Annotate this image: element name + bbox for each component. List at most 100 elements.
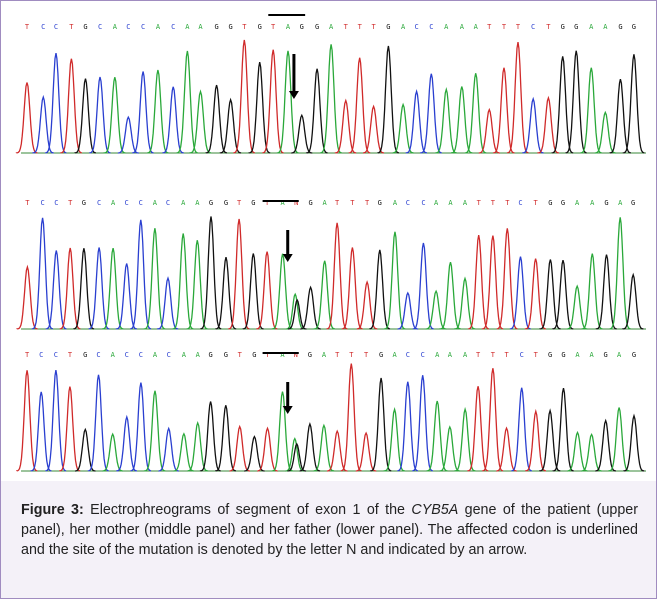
trace-peak bbox=[276, 50, 299, 154]
base-letter: A bbox=[329, 23, 334, 31]
base-letter: G bbox=[83, 23, 87, 31]
trace-peak bbox=[88, 247, 110, 330]
base-letter: T bbox=[238, 351, 243, 359]
trace-peak bbox=[16, 370, 38, 472]
trace-peak bbox=[88, 76, 111, 154]
trace-peak bbox=[567, 430, 588, 472]
trace-peak bbox=[524, 408, 547, 472]
trace-peak bbox=[326, 222, 348, 330]
base-letter: A bbox=[195, 199, 200, 207]
base-letter: A bbox=[589, 23, 594, 31]
base-letter: G bbox=[548, 351, 552, 359]
trace-peak bbox=[581, 253, 603, 330]
base-letter: A bbox=[156, 23, 161, 31]
base-letter: A bbox=[618, 199, 623, 207]
base-letter: C bbox=[39, 351, 43, 359]
trace-peak bbox=[103, 77, 126, 154]
base-letter: T bbox=[534, 199, 539, 207]
arrow-head bbox=[282, 254, 293, 262]
base-letter: T bbox=[504, 351, 509, 359]
trace-peak bbox=[623, 413, 645, 472]
base-letter: C bbox=[429, 23, 433, 31]
base-letter: C bbox=[40, 199, 44, 207]
trace-peak bbox=[609, 217, 631, 330]
base-letter: C bbox=[171, 23, 175, 31]
trace-peak bbox=[300, 285, 321, 330]
base-letter: A bbox=[603, 23, 608, 31]
trace-peak bbox=[467, 234, 490, 330]
base-letter: A bbox=[474, 23, 479, 31]
trace-peak bbox=[59, 247, 81, 330]
trace-peak bbox=[565, 50, 587, 154]
base-letter: T bbox=[237, 199, 242, 207]
trace-peak bbox=[464, 73, 487, 154]
trace-peak bbox=[143, 390, 166, 472]
base-letter: C bbox=[126, 23, 130, 31]
base-letter: G bbox=[379, 351, 383, 359]
base-letter: C bbox=[96, 351, 100, 359]
base-letter: C bbox=[421, 199, 425, 207]
base-letter: G bbox=[604, 351, 608, 359]
trace-peak bbox=[262, 49, 284, 154]
base-letter: G bbox=[224, 351, 228, 359]
base-letter: C bbox=[125, 351, 129, 359]
trace-peak bbox=[73, 248, 95, 330]
trace-peak bbox=[176, 50, 198, 154]
base-letter: A bbox=[281, 199, 286, 207]
trace-peak bbox=[522, 96, 544, 154]
base-letter: G bbox=[308, 351, 312, 359]
trace-peak bbox=[481, 368, 504, 472]
base-letter: A bbox=[575, 351, 580, 359]
base-letter: T bbox=[477, 199, 482, 207]
caption-label: Figure 3: bbox=[21, 502, 84, 518]
base-letter: A bbox=[590, 199, 595, 207]
trace-peak bbox=[44, 52, 67, 154]
base-letter: T bbox=[25, 23, 30, 31]
trace-peak bbox=[205, 84, 228, 154]
trace-peak bbox=[435, 87, 457, 154]
base-letter: C bbox=[98, 23, 102, 31]
base-letter: G bbox=[632, 351, 636, 359]
base-letter: T bbox=[364, 351, 369, 359]
base-letter: T bbox=[491, 199, 496, 207]
trace-peak bbox=[539, 259, 561, 330]
trace-peak bbox=[340, 363, 362, 472]
trace-peak bbox=[115, 414, 138, 472]
base-letter: T bbox=[265, 351, 270, 359]
base-letter: T bbox=[491, 351, 496, 359]
trace-peak bbox=[377, 45, 400, 154]
trace-peak bbox=[285, 292, 305, 330]
trace-peak bbox=[45, 369, 67, 472]
trace-peak bbox=[348, 57, 371, 154]
base-letter: A bbox=[448, 199, 453, 207]
trace-peak bbox=[524, 258, 546, 330]
base-letter: G bbox=[315, 23, 319, 31]
base-letter: G bbox=[632, 23, 636, 31]
base-letter: C bbox=[520, 351, 524, 359]
base-letter: A bbox=[323, 199, 328, 207]
trace-peak bbox=[608, 407, 630, 472]
trace-peak bbox=[305, 68, 328, 154]
trace-peak bbox=[30, 391, 52, 472]
trace-peak bbox=[450, 86, 473, 154]
base-letter: T bbox=[271, 23, 276, 31]
trace-peak bbox=[368, 249, 391, 330]
trace-peak bbox=[355, 431, 377, 472]
trace-peak bbox=[566, 284, 588, 330]
base-letter: G bbox=[224, 199, 228, 207]
trace-peak bbox=[271, 253, 293, 330]
base-letter: C bbox=[406, 351, 410, 359]
trace-peak bbox=[496, 228, 518, 330]
trace-peak bbox=[32, 94, 54, 154]
trace-peak bbox=[146, 69, 169, 154]
trace-peak bbox=[319, 44, 342, 154]
trace-peak bbox=[101, 247, 124, 330]
trace-peak bbox=[439, 262, 461, 330]
trace-peak bbox=[186, 240, 208, 330]
base-letter: A bbox=[198, 23, 203, 31]
base-letter: C bbox=[406, 199, 410, 207]
trace-peak bbox=[426, 400, 448, 472]
base-letter: G bbox=[82, 199, 86, 207]
base-letter: C bbox=[54, 199, 58, 207]
